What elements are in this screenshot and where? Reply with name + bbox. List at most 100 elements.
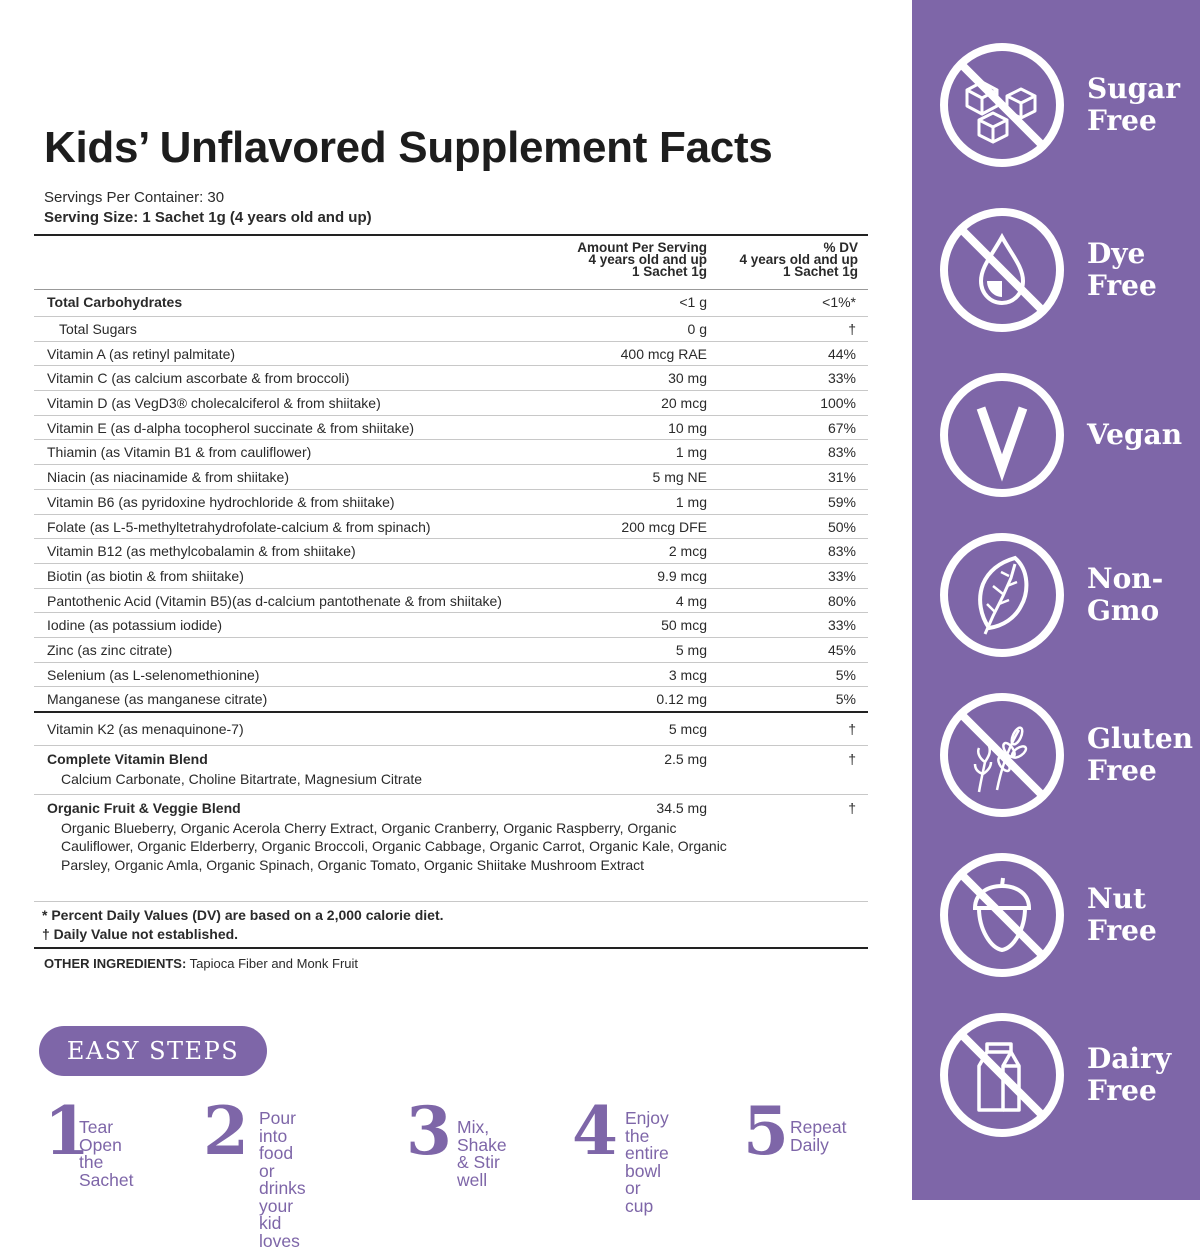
- nutrient-amount: 5 mg: [675, 641, 707, 658]
- v-icon: [940, 373, 1064, 497]
- table-row: Vitamin A (as retinyl palmitate) 400 mcg …: [34, 342, 868, 367]
- nutrient-dv: 5%: [835, 666, 856, 683]
- step-number: 5: [743, 1092, 789, 1170]
- amount-header: Amount Per Serving 4 years old and up 1 …: [577, 240, 707, 279]
- badge-label: Gluten Free: [1087, 690, 1197, 820]
- footnotes: * Percent Daily Values (DV) are based on…: [34, 902, 868, 949]
- table-row: Manganese (as manganese citrate) 0.12 mg 5…: [34, 687, 868, 713]
- nutrient-name: Vitamin D (as VegD3® cholecalciferol & f…: [47, 395, 381, 412]
- badge-label-line: Gmo: [1087, 594, 1160, 627]
- nutrient-name: Total Carbohydrates: [47, 294, 183, 310]
- badge-dye-free: Dye Free: [937, 205, 1187, 335]
- badge-label-line: Nut: [1087, 882, 1146, 915]
- badge-label-line: Gluten: [1087, 722, 1194, 755]
- dv-header-line: 4 years old and up: [739, 252, 858, 267]
- milk-carton-icon: [940, 1013, 1064, 1137]
- nutrient-dv: 33%: [827, 370, 856, 387]
- nutrient-amount: 0 g: [687, 321, 707, 337]
- nutrient-amount: 5 mg NE: [652, 469, 707, 486]
- supplement-facts-table: Amount Per Serving 4 years old and up 1 …: [34, 234, 868, 949]
- nutrient-amount: 30 mg: [668, 370, 707, 387]
- other-ingredients: OTHER INGREDIENTS: Tapioca Fiber and Mon…: [44, 956, 358, 971]
- table-row: Selenium (as L-selenomethionine) 3 mcg 5%: [34, 663, 868, 688]
- step-text: Mix, Shake & Stir well: [457, 1117, 507, 1190]
- blend-row: Complete Vitamin Blend 2.5 mg † Calcium …: [34, 746, 868, 795]
- nutrient-dv: 33%: [827, 617, 856, 634]
- nutrient-amount: 2 mcg: [668, 543, 707, 560]
- step-number: 3: [406, 1092, 452, 1170]
- badge-label-line: Dye: [1087, 237, 1146, 270]
- badge-non-gmo: Non- Gmo: [937, 530, 1187, 660]
- page-title: Kids’ Unflavored Supplement Facts: [44, 123, 773, 172]
- drop-icon: [940, 208, 1064, 332]
- table-row: Total Carbohydrates <1 g <1%*: [34, 290, 868, 317]
- nutrient-dv: 59%: [827, 493, 856, 510]
- blend-name: Complete Vitamin Blend: [47, 751, 208, 767]
- nutrient-name: Pantothenic Acid (Vitamin B5)(as d-calci…: [47, 592, 502, 609]
- nutrient-amount: 20 mcg: [661, 395, 707, 412]
- other-ingredients-label: OTHER INGREDIENTS:: [44, 956, 187, 971]
- blend-ingredients: Calcium Carbonate, Choline Bitartrate, M…: [61, 771, 423, 787]
- nutrient-amount: <1 g: [679, 294, 707, 310]
- footnote-dv: * Percent Daily Values (DV) are based on…: [42, 907, 444, 923]
- facts-header: Amount Per Serving 4 years old and up 1 …: [34, 236, 868, 290]
- blend-dv: †: [848, 751, 856, 767]
- blend-amount: 2.5 mg: [664, 751, 707, 767]
- badge-label: Dairy Free: [1087, 1010, 1197, 1140]
- table-row: Vitamin C (as calcium ascorbate & from b…: [34, 366, 868, 392]
- sugar-cubes-icon: [940, 43, 1064, 167]
- nutrient-amount: 400 mcg RAE: [620, 345, 707, 362]
- step-text: Repeat Daily: [790, 1117, 847, 1155]
- amount-header-line: Amount Per Serving: [577, 240, 707, 255]
- nutrient-dv: <1%*: [822, 294, 856, 310]
- badge-dairy-free: Dairy Free: [937, 1010, 1187, 1140]
- easy-steps-badge: EASY STEPS: [39, 1026, 267, 1076]
- amount-header-line: 4 years old and up: [588, 252, 707, 267]
- badge-label-line: Dairy: [1087, 1042, 1172, 1075]
- step-text: Tear Open the Sachet: [79, 1117, 134, 1190]
- blend-row: Organic Fruit & Veggie Blend 34.5 mg † O…: [34, 795, 868, 902]
- table-row: Total Sugars 0 g †: [34, 317, 868, 342]
- nutrient-dv: 50%: [827, 518, 856, 535]
- nutrient-dv: 83%: [827, 444, 856, 461]
- badge-vegan: Vegan: [937, 370, 1187, 500]
- nutrient-dv: †: [848, 721, 856, 737]
- nutrient-name: Vitamin B6 (as pyridoxine hydrochloride …: [47, 493, 395, 510]
- nutrient-name: Thiamin (as Vitamin B1 & from cauliflowe…: [47, 444, 312, 461]
- badge-label-line: Free: [1087, 104, 1157, 137]
- nut-icon: [940, 853, 1064, 977]
- nutrient-name: Folate (as L-5-methyltetrahydrofolate-ca…: [47, 518, 431, 535]
- nutrient-amount: 0.12 mg: [656, 691, 707, 708]
- table-row: Vitamin D (as VegD3® cholecalciferol & f…: [34, 391, 868, 416]
- table-row: Pantothenic Acid (Vitamin B5)(as d-calci…: [34, 589, 868, 614]
- badge-nut-free: Nut Free: [937, 850, 1187, 980]
- nutrient-name: Vitamin E (as d-alpha tocopherol succina…: [47, 419, 415, 436]
- nutrient-name: Zinc (as zinc citrate): [47, 641, 173, 658]
- nutrient-name: Iodine (as potassium iodide): [47, 617, 223, 634]
- blend-ingredients: Organic Blueberry, Organic Acerola Cherr…: [61, 820, 727, 873]
- nutrient-name: Selenium (as L-selenomethionine): [47, 666, 260, 683]
- dv-header-line: 1 Sachet 1g: [782, 264, 858, 279]
- nutrient-amount: 4 mg: [675, 592, 707, 609]
- badge-label-line: Vegan: [1087, 418, 1183, 451]
- badge-label-line: Free: [1087, 1074, 1157, 1107]
- wheat-icon: [940, 693, 1064, 817]
- nutrient-amount: 1 mg: [675, 444, 707, 461]
- blend-dv: †: [848, 800, 856, 816]
- nutrient-dv: 80%: [827, 592, 856, 609]
- nutrient-name: Total Sugars: [59, 321, 137, 337]
- table-row: Vitamin K2 (as menaquinone-7) 5 mcg †: [34, 713, 868, 746]
- blend-name: Organic Fruit & Veggie Blend: [47, 800, 241, 816]
- badge-label: Dye Free: [1087, 205, 1197, 335]
- nutrient-dv: 44%: [827, 345, 856, 362]
- nutrient-dv: 67%: [827, 419, 856, 436]
- badge-label-line: Sugar: [1087, 72, 1181, 105]
- step-number: 2: [203, 1092, 249, 1170]
- nutrient-amount: 3 mcg: [668, 666, 707, 683]
- nutrient-dv: 5%: [835, 691, 856, 708]
- dv-header-line: % DV: [823, 240, 858, 255]
- dv-header: % DV 4 years old and up 1 Sachet 1g: [739, 240, 858, 279]
- nutrient-name: Manganese (as manganese citrate): [47, 691, 268, 708]
- badge-label-line: Free: [1087, 914, 1157, 947]
- table-row: Niacin (as niacinamide & from shiitake) 5…: [34, 465, 868, 490]
